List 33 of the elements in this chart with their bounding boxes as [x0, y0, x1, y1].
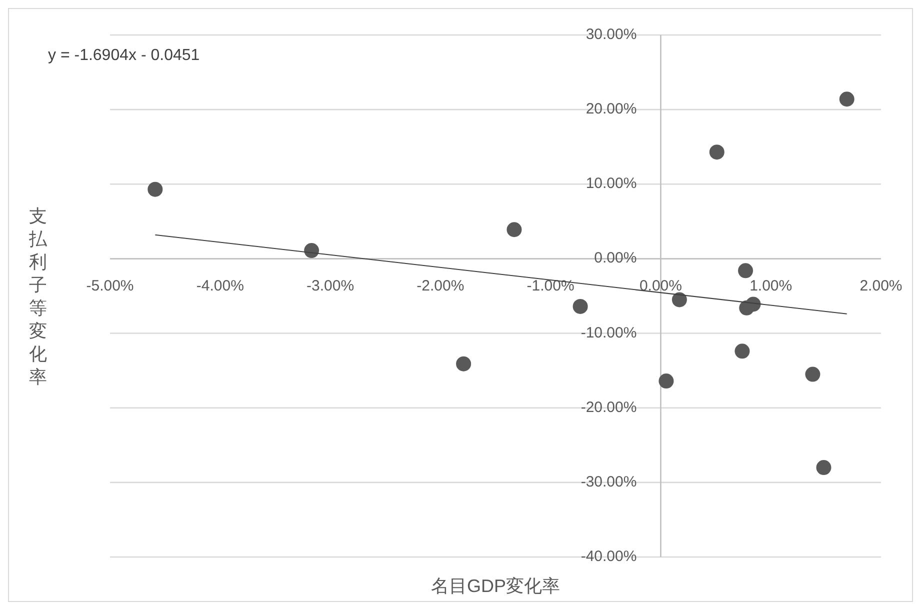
point	[805, 366, 820, 382]
x-tick-label: -5.00%	[86, 278, 134, 295]
point	[734, 344, 750, 359]
point	[506, 222, 522, 238]
y-tick-label: 0.00%	[594, 250, 637, 267]
point	[816, 460, 832, 476]
y-tick-label: 20.00%	[586, 100, 637, 118]
annotation: y = -1.6904x - 0.0451	[48, 47, 200, 64]
y-tick-label: 30.00%	[586, 26, 637, 43]
x-tick-label: -2.00%	[416, 278, 464, 295]
x-tick-label: -3.00%	[306, 278, 354, 295]
point	[456, 356, 472, 372]
x-tick-label: -1.00%	[526, 278, 574, 295]
y-tick-label: 10.00%	[586, 175, 637, 192]
point	[672, 292, 687, 308]
y-tick-label: -10.00%	[580, 324, 637, 342]
point	[738, 263, 754, 278]
x-axis-title: 名目GDP変化率	[430, 576, 560, 596]
point	[709, 144, 724, 160]
point	[148, 182, 163, 197]
x-tick-label: -4.00%	[196, 278, 244, 295]
y-tick-label: -40.00%	[580, 548, 637, 565]
point	[746, 296, 761, 312]
point	[839, 92, 854, 107]
x-tick-label: 0.00%	[639, 278, 682, 295]
x-tick-label: 1.00%	[750, 278, 792, 295]
y-axis-title: 支払利子等変化率	[28, 206, 48, 387]
x-tick-label: 2.00%	[860, 278, 902, 295]
point	[572, 298, 588, 314]
point	[304, 243, 320, 258]
y-tick-label: -20.00%	[580, 398, 637, 416]
point	[658, 374, 674, 389]
y-tick-label: -30.00%	[580, 473, 637, 490]
